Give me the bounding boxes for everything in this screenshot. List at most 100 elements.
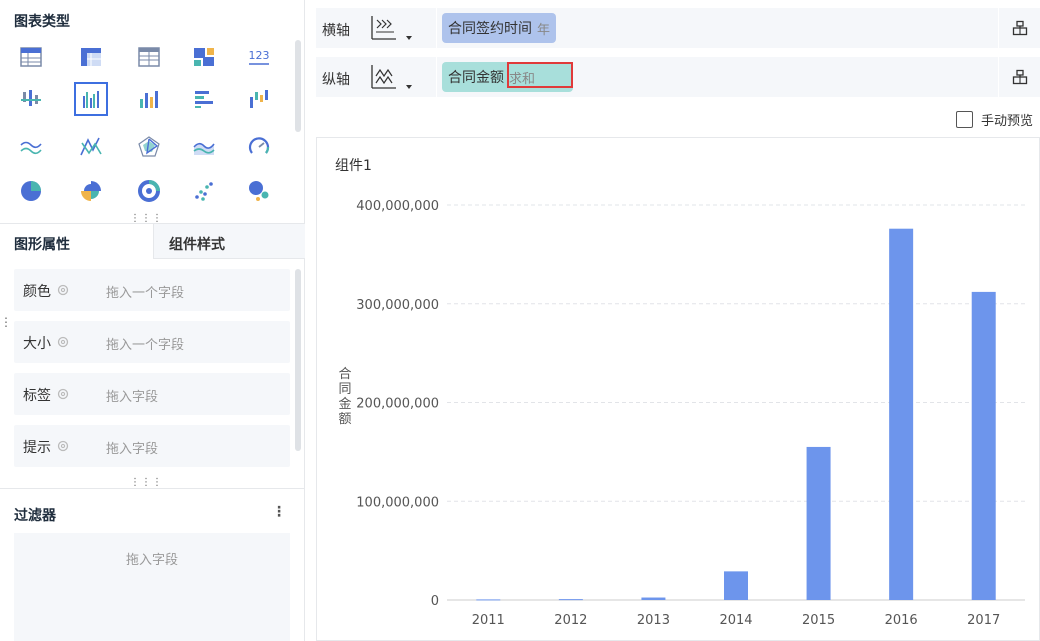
waterfall-type-button[interactable]: [242, 82, 276, 116]
grouped-bar-type-button[interactable]: [74, 82, 108, 116]
chart-component[interactable]: 组件1 0 100,000,000 200,000,000 300,000,000 40…: [316, 137, 1040, 641]
pie-chart-type-button[interactable]: [14, 174, 48, 208]
tooltip-property-drop[interactable]: 提示 拖入字段: [14, 425, 290, 467]
y-axis-type-icon[interactable]: [368, 62, 398, 92]
line-chart-type-button[interactable]: [14, 130, 48, 164]
y-tick-label: 300,000,000: [356, 298, 439, 313]
cross-table-type-button[interactable]: [74, 40, 108, 74]
bar: [806, 446, 831, 600]
chart-types-scrollbar[interactable]: [295, 40, 301, 132]
radar-icon: [138, 136, 160, 157]
waterfall-icon: [250, 90, 268, 108]
y-tick-label: 0: [431, 594, 439, 609]
gear-icon[interactable]: [57, 284, 69, 296]
y-axis-row: 纵轴 合同金额 求和: [316, 57, 1040, 97]
x-axis-field-pill[interactable]: 合同签约时间年: [442, 13, 557, 43]
x-tick-label: 2011: [472, 613, 505, 628]
scatter-type-button[interactable]: [187, 174, 221, 208]
label-property-drop[interactable]: 标签 拖入字段: [14, 373, 290, 415]
line-chart-icon: [20, 141, 42, 155]
horizontal-bar-icon: [195, 91, 213, 108]
component-title: 组件1: [335, 158, 372, 174]
cross-table-icon: [81, 48, 101, 66]
property-placeholder: 拖入字段: [106, 442, 159, 457]
x-axis-label: 横轴: [322, 23, 350, 39]
horizontal-bar-type-button[interactable]: [187, 82, 221, 116]
chart-types-title: 图表类型: [14, 14, 70, 30]
field-name: 合同签约时间: [448, 21, 532, 37]
property-label: 标签: [23, 388, 51, 404]
gear-icon[interactable]: [57, 440, 69, 452]
number-card-type-button[interactable]: 123: [242, 40, 276, 74]
polyline-icon: [80, 137, 102, 156]
hierarchy-icon: [1012, 69, 1027, 85]
property-placeholder: 拖入一个字段: [106, 286, 185, 301]
x-tick-label: 2015: [802, 613, 835, 628]
y-tick-label: 100,000,000: [356, 495, 439, 510]
grouped-bar-icon: [83, 91, 99, 108]
gear-icon[interactable]: [57, 336, 69, 348]
rose-chart-icon: [81, 181, 101, 201]
area-chart-type-button[interactable]: [187, 130, 221, 164]
bar: [641, 597, 666, 600]
filter-title: 过滤器: [14, 508, 56, 524]
preview-label: 手动预览: [981, 114, 1034, 129]
bar: [889, 228, 914, 600]
bar: [476, 599, 501, 601]
detail-table-type-button[interactable]: [132, 40, 166, 74]
x-tick-label: 2017: [967, 613, 1000, 628]
table-type-button[interactable]: [14, 40, 48, 74]
kpi-block-type-button[interactable]: [187, 40, 221, 74]
radar-type-button[interactable]: [132, 130, 166, 164]
bar: [724, 571, 748, 600]
floating-bar-type-button[interactable]: [14, 82, 48, 116]
field-granularity: 年: [537, 22, 551, 38]
bubble-type-button[interactable]: [242, 174, 276, 208]
table-icon: [20, 47, 42, 67]
donut-chart-type-button[interactable]: [132, 174, 166, 208]
gauge-type-button[interactable]: [242, 130, 276, 164]
more-icon[interactable]: ⋮: [272, 504, 286, 520]
x-tick-label: 2013: [637, 613, 670, 628]
preview-checkbox[interactable]: [956, 111, 973, 128]
y-axis-title: 合同金额: [338, 367, 351, 427]
chevron-down-icon[interactable]: [406, 36, 412, 40]
x-tick-label: 2012: [554, 613, 587, 628]
size-property-drop[interactable]: 大小 拖入一个字段: [14, 321, 290, 363]
y-axis-settings-button[interactable]: [998, 57, 1040, 97]
panel-collapse-handle[interactable]: ⋮: [0, 315, 12, 329]
x-axis-settings-button[interactable]: [998, 8, 1040, 48]
donut-chart-icon: [138, 180, 160, 202]
y-tick-label: 200,000,000: [356, 397, 439, 412]
filter-drop-zone[interactable]: 拖入字段: [14, 533, 290, 641]
floating-bar-icon: [21, 90, 41, 106]
left-panel: 图表类型 123 ⋮⋮⋮ 图形属性 组件样式 颜色 拖入一个字段 大小 拖入一个…: [0, 0, 305, 641]
area-chart-icon: [193, 142, 215, 155]
property-placeholder: 拖入字段: [106, 390, 159, 405]
resize-handle-top[interactable]: ⋮⋮⋮: [130, 213, 163, 224]
property-placeholder: 拖入一个字段: [106, 338, 185, 353]
x-axis-row: 横轴 合同签约时间年: [316, 8, 1040, 48]
filter-placeholder: 拖入字段: [125, 553, 178, 568]
property-label: 大小: [23, 336, 51, 352]
tab-component-style[interactable]: 组件样式: [153, 223, 305, 259]
chevron-down-icon[interactable]: [406, 85, 412, 89]
rose-chart-type-button[interactable]: [74, 174, 108, 208]
field-aggregation: 求和: [509, 71, 536, 87]
manual-preview-toggle[interactable]: 手动预览: [956, 110, 1033, 129]
tab-graphic-properties[interactable]: 图形属性: [0, 223, 153, 259]
hierarchy-icon: [1012, 20, 1027, 36]
x-axis-type-icon[interactable]: [368, 13, 398, 43]
resize-handle-bottom[interactable]: ⋮⋮⋮: [130, 477, 163, 488]
properties-scrollbar[interactable]: [295, 269, 301, 451]
gear-icon[interactable]: [57, 388, 69, 400]
bar-chart-icon: [140, 91, 158, 108]
number-card-icon: 123: [249, 49, 270, 65]
bar-chart-type-button[interactable]: [132, 82, 166, 116]
color-property-drop[interactable]: 颜色 拖入一个字段: [14, 269, 290, 311]
polyline-type-button[interactable]: [74, 130, 108, 164]
field-name: 合同金额: [448, 70, 504, 86]
bar-chart: 0 100,000,000 200,000,000 300,000,000 400,00…: [338, 199, 1025, 628]
tab-label: 组件样式: [169, 237, 225, 253]
